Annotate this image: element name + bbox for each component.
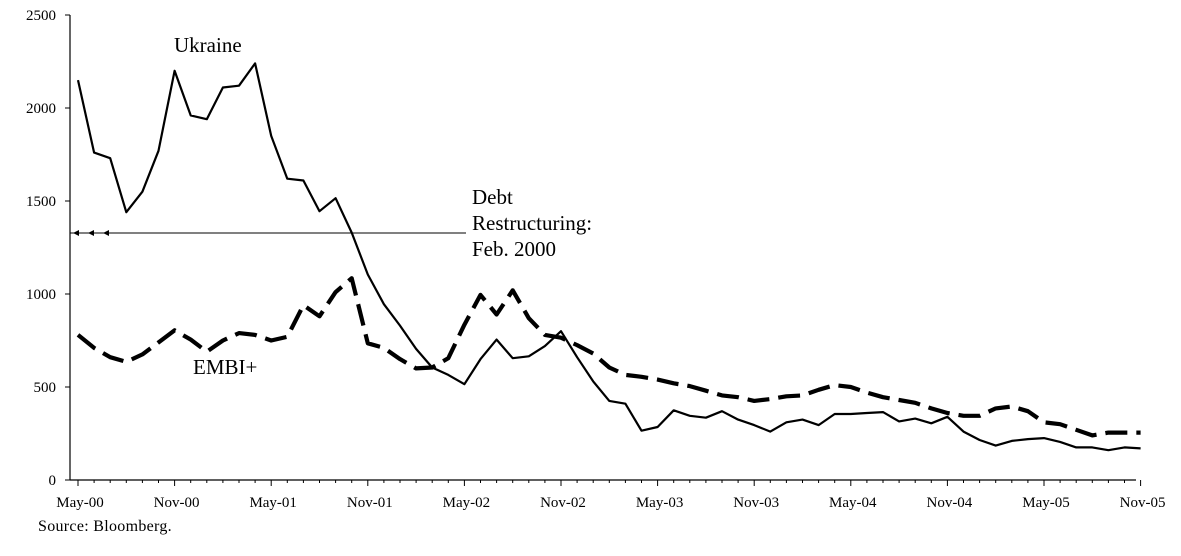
x-tick-label: Nov-04 [926, 495, 972, 510]
debt-restructuring-annotation-line: Feb. 2000 [472, 237, 556, 261]
x-tick-label: Nov-05 [1120, 495, 1166, 510]
x-tick-label: May-01 [249, 495, 297, 510]
x-tick-label: Nov-02 [540, 495, 586, 510]
series-layer [76, 62, 1141, 452]
series-line-ukraine [76, 62, 1141, 452]
arrowhead-icon [73, 230, 79, 236]
y-tick-label: 1500 [26, 194, 56, 210]
x-tick-label: Nov-01 [347, 495, 393, 510]
x-tick-label: Nov-00 [154, 495, 200, 510]
y-tick-label: 500 [34, 380, 57, 396]
debt-restructuring-annotation-line: Debt [472, 185, 513, 209]
axes [69, 15, 1136, 481]
series-label-embi: EMBI+ [193, 355, 257, 379]
source-note: Source: Bloomberg. [38, 518, 172, 535]
x-tick-label: May-00 [56, 495, 104, 510]
arrowhead-icon [103, 230, 109, 236]
x-tick-label: May-03 [636, 495, 684, 510]
y-axis-ticks: 0 500 1000 1500 2000 2500 [26, 8, 70, 489]
x-axis-ticks: May-00 Nov-00 May-01 Nov-01 May-02 Nov-02 May-… [56, 480, 1166, 510]
series-label-ukraine: Ukraine [174, 33, 242, 57]
y-tick-label: 2500 [26, 8, 56, 24]
arrowhead-icon [88, 230, 94, 236]
y-tick-label: 1000 [26, 287, 56, 303]
debt-restructuring-annotation-line: Restructuring: [472, 211, 592, 235]
y-tick-label: 2000 [26, 101, 56, 117]
chart: 0 500 1000 1500 2000 2500 May-00 Nov-00 May-01 N… [26, 8, 1166, 510]
x-tick-label: Nov-03 [733, 495, 779, 510]
x-tick-label: May-04 [829, 495, 877, 510]
x-tick-label: May-05 [1022, 495, 1070, 510]
x-tick-label: May-02 [443, 495, 491, 510]
series-line-embi- [76, 276, 1141, 438]
y-tick-label: 0 [49, 473, 57, 489]
